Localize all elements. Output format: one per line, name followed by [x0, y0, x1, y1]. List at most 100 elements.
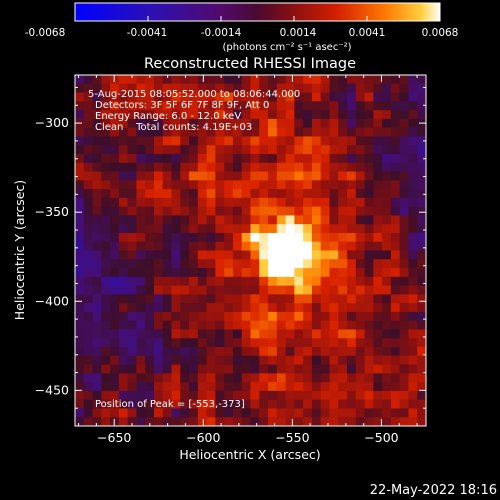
heatmap-cell: [311, 311, 322, 322]
heatmap-cell: [390, 127, 401, 138]
heatmap-cell: [224, 189, 234, 199]
heatmap-cell: [285, 171, 295, 181]
heatmap-cell: [303, 390, 313, 401]
heatmap-cell: [83, 127, 94, 138]
heatmap-cell: [75, 347, 85, 357]
heatmap-cell: [303, 75, 313, 85]
heatmap-cell: [92, 241, 102, 252]
heatmap-cell: [311, 171, 322, 181]
heatmap-cell: [364, 320, 374, 331]
heatmap-cell: [110, 373, 120, 383]
heatmap-cell: [189, 127, 199, 138]
heatmap-cell: [382, 268, 392, 278]
heatmap-cell: [162, 347, 173, 357]
heatmap-cell: [197, 197, 208, 208]
heatmap-cell: [259, 285, 269, 295]
heatmap-cell: [171, 215, 181, 225]
heatmap-cell: [127, 250, 138, 260]
heatmap-cell: [285, 294, 295, 304]
heatmap-cell: [101, 347, 111, 357]
heatmap-cell: [364, 197, 374, 208]
heatmap-cell: [189, 206, 199, 217]
heatmap-cell: [189, 75, 199, 85]
heatmap-cell: [408, 347, 418, 357]
heatmap-cell: [390, 320, 401, 331]
heatmap-cell: [197, 373, 208, 383]
heatmap-cell: [162, 206, 173, 217]
heatmap-cell: [364, 110, 374, 120]
heatmap-cell: [303, 399, 313, 410]
heatmap-cell: [197, 399, 208, 410]
heatmap-cell: [382, 294, 392, 304]
heatmap-cell: [241, 382, 252, 392]
heatmap-cell: [294, 206, 304, 217]
heatmap-cell: [75, 215, 85, 225]
heatmap-cell: [399, 180, 410, 190]
heatmap-cell: [180, 408, 190, 418]
heatmap-cell: [347, 241, 357, 252]
heatmap-cell: [197, 250, 208, 260]
heatmap-cell: [171, 303, 181, 313]
heatmap-cell: [127, 189, 138, 199]
heatmap-cell: [232, 215, 243, 225]
heatmap-cell: [268, 118, 278, 129]
heatmap-cell: [373, 92, 383, 102]
heatmap-cell: [417, 311, 426, 322]
heatmap-cell: [320, 417, 331, 426]
heatmap-cell: [417, 215, 426, 225]
heatmap-cell: [180, 189, 190, 199]
heatmap-cell: [417, 338, 426, 348]
heatmap-cell: [232, 127, 243, 138]
heatmap-cell: [417, 136, 426, 146]
heatmap-cell: [390, 189, 401, 199]
heatmap-cell: [153, 92, 164, 102]
heatmap-cell: [355, 92, 366, 102]
heatmap-cell: [399, 408, 410, 418]
heatmap-cell: [232, 101, 243, 111]
heatmap-cell: [382, 171, 392, 181]
heatmap-cell: [399, 294, 410, 304]
heatmap-cell: [311, 206, 322, 217]
heatmap-cell: [75, 241, 85, 252]
heatmap-cell: [320, 294, 331, 304]
heatmap-cell: [268, 417, 278, 426]
heatmap-cell: [110, 250, 120, 260]
heatmap-cell: [206, 136, 217, 146]
heatmap-cell: [153, 136, 164, 146]
heatmap-cell: [382, 215, 392, 225]
heatmap-cell: [276, 355, 287, 366]
heatmap-cell: [268, 276, 278, 287]
heatmap-cell: [355, 408, 366, 418]
heatmap-cell: [259, 294, 269, 304]
heatmap-cell: [399, 206, 410, 217]
heatmap-cell: [118, 171, 129, 181]
heatmap-cell: [276, 382, 287, 392]
heatmap-cell: [285, 101, 295, 111]
heatmap-cell: [259, 355, 269, 366]
heatmap-cell: [364, 224, 374, 234]
heatmap-cell: [390, 285, 401, 295]
heatmap-cell: [259, 408, 269, 418]
heatmap-cell: [347, 250, 357, 260]
heatmap-cell: [408, 259, 418, 269]
heatmap-cell: [101, 399, 111, 410]
heatmap-cell: [197, 276, 208, 287]
heatmap-cell: [75, 136, 85, 146]
heatmap-cell: [92, 408, 102, 418]
heatmap-cell: [232, 171, 243, 181]
heatmap-cell: [276, 215, 287, 225]
heatmap-cell: [268, 75, 278, 85]
heatmap-cell: [382, 145, 392, 155]
heatmap-cell: [118, 303, 129, 313]
heatmap-cell: [118, 153, 129, 164]
heatmap-cell: [390, 215, 401, 225]
heatmap-cell: [373, 83, 383, 94]
heatmap-cell: [241, 329, 252, 339]
heatmap-cell: [311, 399, 322, 410]
heatmap-cell: [180, 399, 190, 410]
heatmap-cell: [197, 355, 208, 366]
heatmap-cell: [338, 373, 348, 383]
heatmap-cell: [215, 355, 225, 366]
heatmap-cell: [382, 75, 392, 85]
heatmap-cell: [215, 294, 225, 304]
